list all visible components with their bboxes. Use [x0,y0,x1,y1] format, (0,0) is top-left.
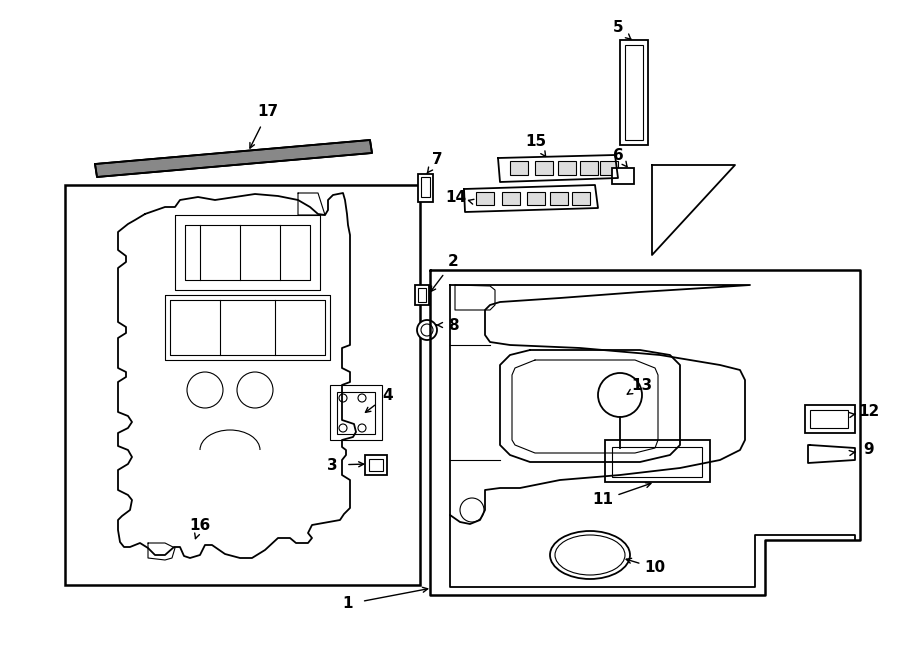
Bar [535,161,553,175]
Polygon shape [95,140,372,177]
Circle shape [460,498,484,522]
Text: 5: 5 [613,20,624,36]
Circle shape [358,394,366,402]
Circle shape [339,424,347,432]
Text: 2: 2 [447,254,458,270]
Bar [418,174,433,202]
Text: 16: 16 [189,518,211,533]
Text: 12: 12 [859,405,879,420]
Polygon shape [95,140,372,177]
Bar [369,459,383,471]
Bar [510,161,528,175]
Bar [810,410,848,428]
Circle shape [598,373,642,417]
Bar [527,192,545,205]
Text: 15: 15 [526,134,546,149]
Bar [330,385,382,440]
Text: 1: 1 [343,596,353,611]
Bar [612,447,702,477]
Bar [476,192,494,205]
Text: 11: 11 [592,492,614,508]
Bar [365,455,387,475]
Bar [620,40,648,145]
Bar [415,285,429,305]
Text: 7: 7 [432,153,442,167]
Circle shape [187,372,223,408]
Bar [550,192,568,205]
Bar [572,192,590,205]
Bar [625,45,643,140]
Bar [600,161,618,175]
Text: 14: 14 [446,190,466,204]
Text: 4: 4 [382,387,393,403]
Circle shape [417,320,437,340]
Circle shape [237,372,273,408]
Circle shape [358,424,366,432]
Bar [337,392,375,434]
Ellipse shape [550,531,630,579]
Text: 3: 3 [327,457,338,473]
Bar [580,161,598,175]
Bar [558,161,576,175]
Bar [418,288,426,302]
Circle shape [421,324,433,336]
Circle shape [339,394,347,402]
Bar [65,185,420,585]
Text: 6: 6 [613,147,624,163]
Text: 10: 10 [644,561,666,576]
Text: 13: 13 [632,377,652,393]
Ellipse shape [555,535,625,575]
Bar [421,177,430,197]
Text: 17: 17 [257,104,279,120]
Bar [605,440,710,482]
Bar [612,168,634,184]
Text: 9: 9 [864,442,874,457]
Text: 8: 8 [447,317,458,332]
Bar [805,405,855,433]
Bar [502,192,520,205]
